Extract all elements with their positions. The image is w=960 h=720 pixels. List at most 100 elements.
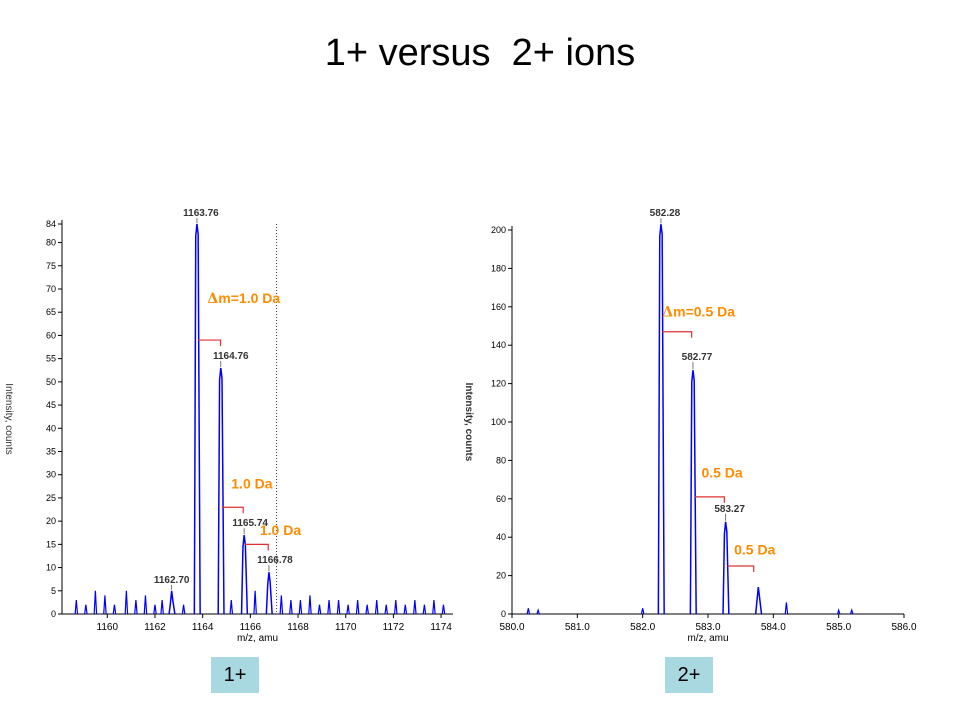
y-tick-label: 10 bbox=[46, 563, 56, 573]
x-tick-label: 585.0 bbox=[826, 622, 851, 633]
y-tick-label: 80 bbox=[496, 455, 506, 465]
noise-spike bbox=[74, 600, 79, 615]
peak-1166.78 bbox=[265, 572, 273, 615]
peak-label: 1163.76 bbox=[183, 208, 219, 219]
mass-difference-annotation: 1.0 Da bbox=[260, 522, 301, 538]
noise-spike bbox=[640, 608, 645, 615]
noise-spike bbox=[526, 608, 531, 615]
y-tick-label: 75 bbox=[46, 261, 56, 271]
y-tick-label: 55 bbox=[46, 354, 56, 364]
x-tick-label: 1166 bbox=[240, 622, 262, 633]
spacing-bracket bbox=[197, 339, 222, 347]
y-axis-label: Intensity, counts bbox=[463, 383, 474, 462]
noise-spike bbox=[153, 604, 157, 615]
x-tick-label: 1172 bbox=[383, 622, 405, 633]
y-tick-label: 200 bbox=[491, 225, 506, 235]
y-tick-label: 15 bbox=[46, 539, 56, 549]
y-tick-label: 20 bbox=[496, 571, 506, 581]
noise-spike bbox=[422, 604, 427, 615]
y-tick-label: 30 bbox=[46, 470, 56, 480]
y-tick-label: 40 bbox=[496, 532, 506, 542]
noise-spike bbox=[253, 590, 257, 615]
noise-spike bbox=[403, 604, 408, 615]
x-axis-label: m/z, amu bbox=[237, 633, 278, 644]
x-tick-label: 581.0 bbox=[565, 622, 590, 633]
spacing-bracket bbox=[662, 331, 693, 338]
noise-spike bbox=[279, 595, 284, 615]
x-tick-label: 1168 bbox=[287, 622, 309, 633]
noise-spike bbox=[536, 608, 540, 615]
x-tick-label: 580.0 bbox=[499, 622, 524, 633]
peak-label: 1166.78 bbox=[257, 555, 293, 566]
y-tick-label: 180 bbox=[491, 263, 506, 273]
noise-spike bbox=[103, 595, 107, 615]
spacing-bracket bbox=[694, 496, 725, 503]
y-tick-label: 100 bbox=[491, 417, 506, 427]
spacing-bracket bbox=[221, 506, 244, 514]
noise-spike bbox=[784, 602, 789, 615]
delta-symbol: Δ bbox=[662, 304, 673, 320]
mass-difference-annotation: Δm=0.5 Da bbox=[662, 303, 735, 320]
slide-title: 1+ versus 2+ ions bbox=[324, 32, 636, 74]
x-tick-label: 1170 bbox=[335, 622, 357, 633]
x-tick-label: 1160 bbox=[97, 622, 119, 633]
noise-spike bbox=[836, 608, 841, 615]
noise-spike bbox=[374, 600, 379, 615]
noise-spike bbox=[298, 600, 303, 615]
x-axis-label: m/z, amu bbox=[687, 633, 728, 644]
x-tick-label: 586.0 bbox=[891, 622, 916, 633]
y-tick-label: 84 bbox=[46, 219, 56, 229]
noise-spike bbox=[308, 595, 312, 615]
peak-582.77 bbox=[689, 370, 697, 615]
noise-spike bbox=[84, 604, 88, 615]
peak-1164.76 bbox=[217, 367, 225, 615]
mass-difference-annotation: Δm=1.0 Da bbox=[207, 290, 280, 307]
noise-spike bbox=[112, 604, 117, 615]
y-tick-label: 25 bbox=[46, 493, 56, 503]
noise-spike bbox=[413, 600, 417, 615]
y-tick-label: 0 bbox=[501, 609, 506, 619]
peak-583.27 bbox=[722, 521, 730, 615]
y-tick-label: 70 bbox=[46, 284, 56, 294]
delta-symbol: Δ bbox=[207, 291, 218, 307]
y-tick-label: 5 bbox=[51, 586, 56, 596]
x-tick-label: 583.0 bbox=[695, 622, 720, 633]
charge-badge-2plus: 2+ bbox=[665, 657, 713, 693]
noise-spike bbox=[336, 600, 341, 615]
noise-spike bbox=[93, 590, 98, 615]
y-tick-label: 80 bbox=[46, 238, 56, 248]
y-tick-label: 120 bbox=[491, 379, 506, 389]
x-tick-label: 582.0 bbox=[630, 622, 655, 633]
noise-spike bbox=[327, 600, 331, 615]
noise-spike bbox=[365, 604, 369, 615]
noise-spike bbox=[393, 600, 398, 615]
annotation-text: m=1.0 Da bbox=[218, 290, 280, 306]
noise-spike bbox=[346, 604, 350, 615]
y-tick-label: 65 bbox=[46, 307, 56, 317]
mass-difference-annotation: 0.5 Da bbox=[734, 541, 775, 557]
y-tick-label: 160 bbox=[491, 302, 506, 312]
peak-label: 1162.70 bbox=[154, 575, 190, 586]
mass-difference-annotation: 0.5 Da bbox=[701, 465, 742, 481]
x-tick-label: 584.0 bbox=[761, 622, 786, 633]
noise-spike bbox=[160, 600, 164, 615]
peak-1165.74 bbox=[240, 534, 249, 615]
x-tick-label: 1174 bbox=[430, 622, 452, 633]
noise-spike bbox=[355, 600, 360, 615]
y-tick-label: 20 bbox=[46, 516, 56, 526]
noise-spike bbox=[143, 595, 148, 615]
peak-1163.76 bbox=[193, 223, 201, 615]
noise-spike bbox=[289, 600, 293, 615]
peak-label: 582.28 bbox=[650, 208, 681, 219]
noise-spike bbox=[181, 604, 186, 615]
y-tick-label: 40 bbox=[46, 423, 56, 433]
annotation-text: m=0.5 Da bbox=[673, 303, 735, 319]
mass-difference-annotation: 1.0 Da bbox=[231, 476, 272, 492]
noise-spike bbox=[124, 590, 129, 615]
peak-label: 583.27 bbox=[714, 504, 745, 515]
noise-spike bbox=[134, 600, 138, 615]
peak-label: 1165.74 bbox=[232, 518, 268, 529]
y-tick-label: 0 bbox=[51, 609, 56, 619]
x-tick-label: 1162 bbox=[144, 622, 166, 633]
